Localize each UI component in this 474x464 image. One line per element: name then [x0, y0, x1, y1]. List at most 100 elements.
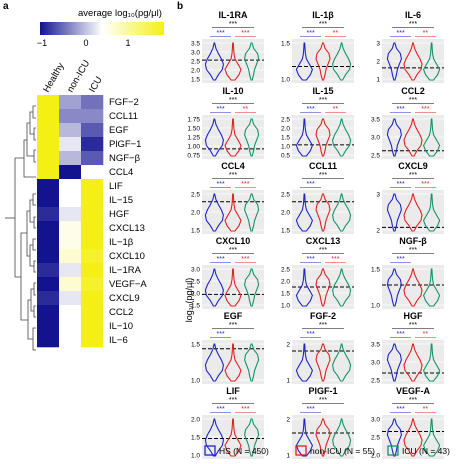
signif-non-icu-icu: *** — [331, 256, 339, 263]
violin-shape — [295, 193, 314, 232]
signif-hs-non-icu: *** — [397, 181, 405, 188]
signif-hs-icu: *** — [409, 397, 417, 404]
signif-hs-icu: *** — [409, 97, 417, 104]
y-tick-label: 3.0 — [371, 360, 380, 367]
heatmap-row-label: CXCL9 — [109, 293, 140, 304]
violin-shape — [332, 42, 352, 81]
y-tick-label: 3.5 — [371, 342, 380, 349]
heatmap-cell — [59, 235, 82, 250]
colorbar-gradient — [40, 22, 164, 35]
signif-hs-icu: *** — [229, 172, 237, 179]
signif-non-icu-icu: ** — [333, 106, 339, 113]
signif-hs-icu: *** — [229, 397, 237, 404]
y-tick-label: 1.5 — [371, 267, 380, 274]
heatmap-cell — [81, 249, 104, 264]
signif-non-icu-icu: *** — [241, 181, 249, 188]
violin-panel: IL-10****** **1.751.501.251.000.75 — [187, 86, 264, 160]
heatmap-cell — [37, 333, 60, 348]
signif-hs-non-icu: *** — [217, 256, 225, 263]
heatmap-row-label: VEGF−A — [109, 279, 147, 290]
heatmap-cell — [81, 221, 104, 236]
violin-plot-area — [292, 415, 354, 459]
signif-hs-non-icu: *** — [307, 331, 315, 338]
violin-plot-area — [292, 340, 354, 384]
y-tick-label: 1.5 — [281, 135, 290, 142]
heatmap-cell — [59, 291, 82, 306]
violin-shape — [295, 118, 314, 157]
heatmap-cell — [37, 165, 60, 180]
heatmap-cell — [59, 319, 82, 334]
signif-hs-icu: *** — [319, 21, 327, 28]
y-tick-label: 2 — [376, 59, 380, 66]
legend-item: HS (N = 450) — [204, 445, 269, 456]
legend-swatch — [204, 445, 216, 456]
heatmap-cell — [59, 123, 82, 138]
violin-shape — [244, 418, 260, 457]
violin-shape — [403, 118, 423, 157]
violin-shape — [244, 118, 260, 157]
violin-shape — [403, 268, 423, 307]
heatmap-cell — [81, 263, 104, 278]
violin-panel: IL-1β****** **1.51.0 — [281, 10, 354, 84]
violin-panel-title: NGF-β — [399, 236, 427, 246]
signif-hs-non-icu: *** — [217, 30, 225, 37]
signif-hs-non-icu: *** — [217, 181, 225, 188]
y-tick-label: 3.0 — [191, 50, 200, 57]
violin-panel: LIF****** ***2.01.51.0 — [191, 386, 264, 460]
violin-panel: IL-6****** **321 — [376, 10, 444, 84]
heatmap-cell — [81, 193, 104, 208]
heatmap-row-label: EGF — [109, 125, 129, 136]
panel-label-b: b — [177, 1, 183, 12]
violin-shape — [422, 193, 441, 232]
heatmap-cell — [59, 151, 82, 166]
heatmap-colorbar: average log₁₀(pg/μl) −1 0 1 — [37, 8, 164, 48]
legend-label: ICU (N = 43) — [402, 446, 450, 456]
heatmap-cell — [37, 151, 60, 166]
colorbar-tick: −1 — [37, 38, 47, 48]
y-tick-label: 2.0 — [281, 279, 290, 286]
heatmap-cell — [81, 151, 104, 166]
y-tick-label: 2 — [286, 417, 290, 424]
colorbar-tick: 1 — [125, 38, 130, 48]
legend-item: non-ICU (N = 55) — [295, 445, 375, 456]
violin-shape — [332, 193, 352, 232]
legend-label: non-ICU (N = 55) — [310, 446, 375, 456]
y-tick-label: 1.5 — [191, 303, 200, 310]
signif-hs-icu: *** — [409, 247, 417, 254]
violin-legend: HS (N = 450) non-ICU (N = 55) ICU (N = 43) — [204, 445, 450, 456]
heatmap-cell — [37, 277, 60, 292]
violin-shape — [224, 118, 242, 157]
signif-hs-non-icu: *** — [217, 331, 225, 338]
y-tick-label: 2.0 — [191, 291, 200, 298]
heatmap-row-label: IL−1β — [109, 237, 134, 248]
heatmap-cell — [81, 165, 104, 180]
violin-panel-title: IL-1β — [312, 10, 334, 20]
heatmap-column-headers: Healthy non-ICU ICU — [41, 58, 105, 94]
y-tick-label: 1.0 — [281, 303, 290, 310]
y-tick-label: 2.0 — [281, 126, 290, 133]
signif-non-icu-icu: ** — [243, 106, 249, 113]
signif-non-icu-icu: *** — [241, 30, 249, 37]
violin-shape — [204, 418, 224, 457]
heatmap-cell — [81, 333, 104, 348]
heatmap-cell — [59, 193, 82, 208]
heatmap-cell — [81, 291, 104, 306]
violin-shape — [224, 42, 242, 81]
y-tick-label: 2.5 — [191, 59, 200, 66]
violin-shape — [332, 418, 352, 457]
heatmap-cell — [59, 277, 82, 292]
y-tick-label: 3.5 — [191, 41, 200, 48]
violin-panel-title: CCL11 — [309, 161, 337, 171]
violin-panel: CXCL13****** ***2.52.01.51.0 — [281, 236, 354, 310]
violin-shape — [386, 418, 402, 457]
heatmap-cell — [59, 179, 82, 194]
y-tick-label: 2 — [286, 342, 290, 349]
violin-shape — [204, 193, 224, 232]
panel-label-a: a — [3, 1, 9, 12]
signif-non-icu-icu: *** — [421, 106, 429, 113]
violin-shape — [315, 418, 331, 457]
violin-shape — [295, 418, 314, 457]
heatmap-cell — [59, 249, 82, 264]
y-tick-label: 2.5 — [281, 267, 290, 274]
heatmap-cell — [59, 221, 82, 236]
